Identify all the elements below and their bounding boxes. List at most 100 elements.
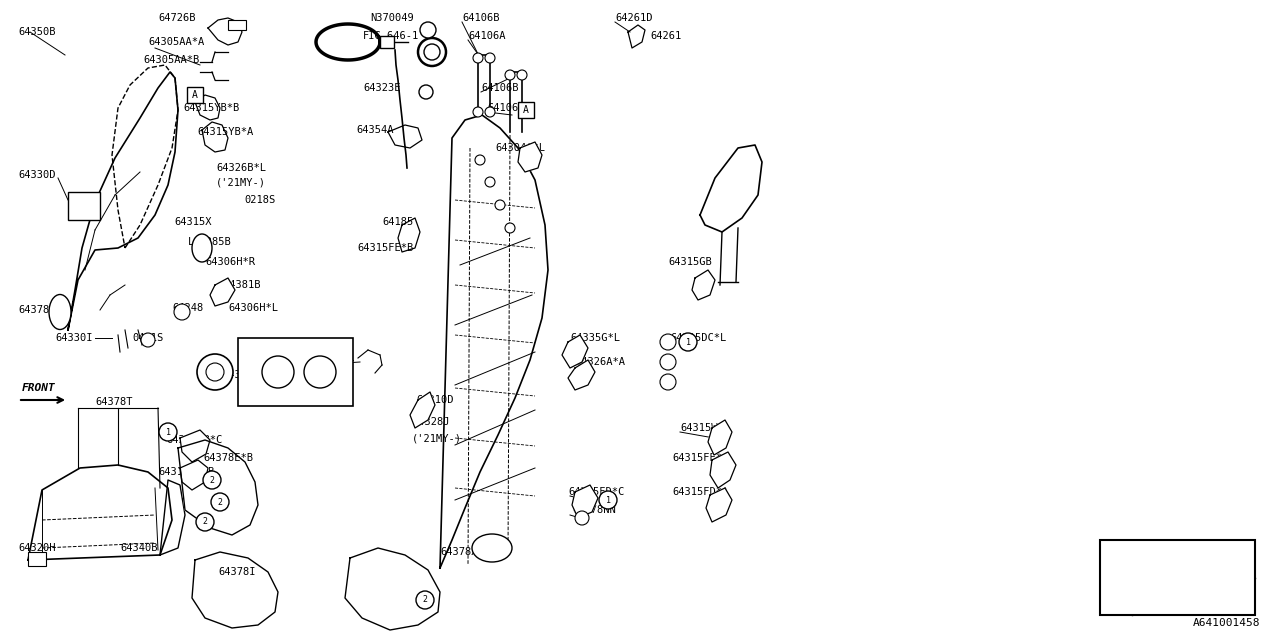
Polygon shape <box>708 420 732 455</box>
Text: N370049: N370049 <box>370 13 413 23</box>
Circle shape <box>159 423 177 441</box>
Circle shape <box>1107 550 1125 568</box>
Text: 64315FB*C: 64315FB*C <box>166 435 223 445</box>
Circle shape <box>575 511 589 525</box>
Polygon shape <box>388 125 422 148</box>
Text: 64330I: 64330I <box>55 333 92 343</box>
Circle shape <box>196 513 214 531</box>
Text: 64106B: 64106B <box>462 13 499 23</box>
Text: 64315YB*A: 64315YB*A <box>197 127 253 137</box>
Polygon shape <box>707 488 732 522</box>
Text: 64378NN: 64378NN <box>572 505 616 515</box>
Text: 64261D: 64261D <box>614 13 653 23</box>
Text: 2: 2 <box>218 497 223 506</box>
Bar <box>518 102 534 118</box>
Text: 64248: 64248 <box>172 303 204 313</box>
Circle shape <box>474 53 483 63</box>
Text: 64261: 64261 <box>650 31 681 41</box>
Polygon shape <box>518 142 541 172</box>
Text: 64185: 64185 <box>381 217 413 227</box>
Text: 64354A: 64354A <box>356 125 393 135</box>
Text: 64315FD*C: 64315FD*C <box>568 487 625 497</box>
Text: L64285B: L64285B <box>188 237 232 247</box>
Polygon shape <box>572 485 598 518</box>
Text: 2: 2 <box>1114 593 1119 602</box>
Text: 64378U: 64378U <box>18 305 55 315</box>
Circle shape <box>599 491 617 509</box>
Circle shape <box>419 85 433 99</box>
Text: 64328J: 64328J <box>412 417 449 427</box>
Text: 64330D: 64330D <box>18 170 55 180</box>
Text: 64315W: 64315W <box>680 423 718 433</box>
Text: ('21MY-): ('21MY-) <box>412 433 462 443</box>
Text: 64315FE*A: 64315FE*A <box>672 453 728 463</box>
Text: 1: 1 <box>605 495 611 504</box>
Bar <box>28 552 46 566</box>
Circle shape <box>678 333 698 351</box>
Text: 64315YB*B: 64315YB*B <box>183 103 239 113</box>
Polygon shape <box>700 145 762 232</box>
Text: A: A <box>192 90 198 100</box>
Text: 2: 2 <box>202 518 207 527</box>
Bar <box>228 20 246 30</box>
Text: FRONT: FRONT <box>22 383 56 393</box>
Text: 64315FB*B: 64315FB*B <box>157 467 214 477</box>
Circle shape <box>211 493 229 511</box>
Text: 64305AA*A: 64305AA*A <box>148 37 205 47</box>
Polygon shape <box>28 465 172 560</box>
Text: 64315FD*A: 64315FD*A <box>672 487 728 497</box>
Text: 1: 1 <box>1114 554 1119 563</box>
Polygon shape <box>178 440 259 535</box>
Text: 64380: 64380 <box>246 350 278 360</box>
Text: 64106A: 64106A <box>486 103 525 113</box>
Circle shape <box>660 334 676 350</box>
Polygon shape <box>192 552 278 628</box>
Circle shape <box>660 354 676 370</box>
Circle shape <box>206 363 224 381</box>
Bar <box>68 192 100 220</box>
Polygon shape <box>180 460 209 490</box>
Circle shape <box>485 53 495 63</box>
Text: 64340B: 64340B <box>120 543 157 553</box>
Text: 64306H*L: 64306H*L <box>228 303 278 313</box>
Polygon shape <box>410 392 435 428</box>
Polygon shape <box>692 270 716 300</box>
Text: 64306H*R: 64306H*R <box>205 257 255 267</box>
Text: 64106A: 64106A <box>468 31 506 41</box>
Text: 64107J: 64107J <box>268 363 306 373</box>
Text: A: A <box>524 105 529 115</box>
Text: 2: 2 <box>210 476 215 484</box>
Text: Q020014: Q020014 <box>1142 554 1189 564</box>
Circle shape <box>204 471 221 489</box>
Text: 64378X*B: 64378X*B <box>440 547 490 557</box>
Text: 64315FE*B: 64315FE*B <box>357 243 413 253</box>
Text: 64106B: 64106B <box>481 83 518 93</box>
Text: 64350B: 64350B <box>18 27 55 37</box>
Text: 0451S: 0451S <box>132 333 164 343</box>
Text: 64326A*A: 64326A*A <box>575 357 625 367</box>
Polygon shape <box>568 360 595 390</box>
Text: 64303: 64303 <box>1142 592 1176 602</box>
Text: 64378E*B: 64378E*B <box>204 453 253 463</box>
Text: 64310D: 64310D <box>416 395 453 405</box>
Text: 1: 1 <box>686 337 690 346</box>
Text: 2: 2 <box>422 595 428 605</box>
Text: 64726B: 64726B <box>157 13 196 23</box>
Circle shape <box>475 155 485 165</box>
Ellipse shape <box>49 294 70 330</box>
Circle shape <box>495 200 506 210</box>
Text: 64378T: 64378T <box>95 397 133 407</box>
Circle shape <box>174 304 189 320</box>
Circle shape <box>419 38 445 66</box>
Circle shape <box>197 354 233 390</box>
Text: 64335G*L: 64335G*L <box>570 333 620 343</box>
Circle shape <box>141 333 155 347</box>
Bar <box>187 87 204 103</box>
Ellipse shape <box>472 534 512 562</box>
Polygon shape <box>440 115 548 568</box>
Polygon shape <box>113 65 178 248</box>
Text: 64320H: 64320H <box>18 543 55 553</box>
Text: 64305AA*B: 64305AA*B <box>143 55 200 65</box>
Circle shape <box>474 107 483 117</box>
Circle shape <box>424 44 440 60</box>
